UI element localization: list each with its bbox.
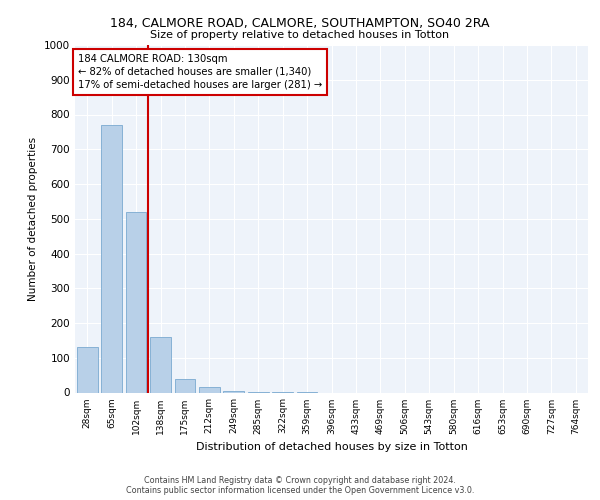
Bar: [223, 391, 244, 392]
Bar: [175, 378, 196, 392]
Y-axis label: Number of detached properties: Number of detached properties: [28, 136, 38, 301]
Bar: [150, 337, 171, 392]
Text: Size of property relative to detached houses in Totton: Size of property relative to detached ho…: [151, 30, 449, 40]
Text: 184, CALMORE ROAD, CALMORE, SOUTHAMPTON, SO40 2RA: 184, CALMORE ROAD, CALMORE, SOUTHAMPTON,…: [110, 18, 490, 30]
Text: Contains HM Land Registry data © Crown copyright and database right 2024.
Contai: Contains HM Land Registry data © Crown c…: [126, 476, 474, 495]
Bar: [77, 348, 98, 393]
Bar: [101, 125, 122, 392]
Bar: [199, 388, 220, 392]
X-axis label: Distribution of detached houses by size in Totton: Distribution of detached houses by size …: [196, 442, 467, 452]
Bar: [125, 212, 146, 392]
Text: 184 CALMORE ROAD: 130sqm
← 82% of detached houses are smaller (1,340)
17% of sem: 184 CALMORE ROAD: 130sqm ← 82% of detach…: [77, 54, 322, 90]
